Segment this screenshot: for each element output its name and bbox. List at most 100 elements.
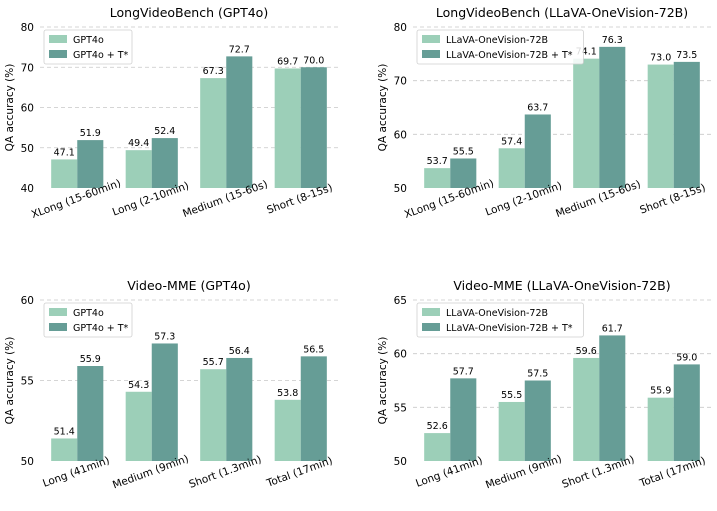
chart-panel-2: LongVideoBench (LLaVA-OneVision-72B) 50 60…: [377, 5, 711, 221]
bar-plus-tstar: [450, 158, 477, 188]
bar-value-label: 51.4: [54, 426, 75, 437]
chart-title: LongVideoBench (LLaVA-OneVision-72B): [436, 5, 688, 20]
y-tick-label: 60: [394, 129, 407, 141]
y-tick-label: 70: [21, 62, 34, 74]
bar-value-label: 55.9: [650, 386, 671, 397]
bar-value-label: 73.0: [650, 53, 671, 64]
legend-entry: LLaVA-OneVision-72B: [446, 308, 548, 319]
bar-base: [51, 438, 78, 461]
bar-base: [200, 369, 227, 461]
legend-frame: [416, 302, 584, 338]
bar-base: [498, 148, 525, 188]
y-tick-label: 60: [394, 349, 407, 361]
chart-panel-3: Video-MME (GPT4o) 50 55 60 QA accuracy (%) 51…: [4, 278, 338, 491]
bar-plus-tstar: [226, 357, 253, 461]
legend-entry: GPT4o + T*: [73, 50, 129, 61]
bar-value-label: 69.7: [277, 56, 298, 67]
bar-value-label: 57.7: [453, 366, 474, 377]
bar-base: [573, 58, 600, 189]
y-tick-label: 65: [394, 295, 407, 307]
bar-value-label: 52.4: [154, 126, 175, 137]
y-tick-label: 55: [21, 376, 34, 388]
bar-plus-tstar: [599, 335, 626, 461]
bar-plus-tstar: [151, 138, 178, 188]
chart-title: LongVideoBench (GPT4o): [110, 5, 268, 20]
bar-value-label: 59.6: [576, 346, 597, 357]
bar-base: [424, 168, 451, 188]
y-axis-label: QA accuracy (%): [4, 64, 16, 152]
chart-title: Video-MME (GPT4o): [127, 278, 250, 293]
legend-entry: LLaVA-OneVision-72B + T*: [446, 50, 573, 61]
bar-plus-tstar: [300, 67, 327, 188]
bar-base: [200, 78, 227, 188]
legend: LLaVA-OneVision-72B LLaVA-OneVision-72B +…: [416, 29, 584, 65]
bar-value-label: 49.4: [128, 138, 149, 149]
bar-base: [125, 391, 152, 461]
bar-plus-tstar: [599, 46, 626, 189]
y-tick-label: 70: [394, 76, 407, 88]
bar-value-label: 55.5: [453, 146, 474, 157]
chart-panel-4: Video-MME (LLaVA-OneVision-72B) 50 55 60 65 Q…: [377, 278, 711, 491]
legend-frame: [416, 29, 584, 65]
bar-value-label: 54.3: [128, 380, 149, 391]
y-axis-label: QA accuracy (%): [377, 337, 389, 425]
legend-swatch: [422, 35, 440, 43]
bar-value-label: 57.5: [527, 369, 548, 380]
bar-value-label: 70.0: [303, 55, 324, 66]
legend-swatch: [49, 50, 67, 58]
bar-plus-tstar: [673, 61, 700, 189]
bar-base: [274, 399, 301, 461]
y-tick-label: 80: [394, 22, 407, 34]
legend: GPT4o GPT4o + T*: [43, 302, 133, 338]
bar-value-label: 67.3: [203, 66, 224, 77]
bar-value-label: 59.0: [676, 352, 697, 363]
legend-entry: GPT4o: [73, 308, 104, 319]
bar-base: [274, 68, 301, 188]
bar-base: [424, 433, 451, 461]
bar-value-label: 72.7: [229, 44, 250, 55]
chart-panel-1: LongVideoBench (GPT4o) 40 50 60 70 80 QA accur…: [4, 5, 338, 221]
legend-swatch: [422, 50, 440, 58]
bar-plus-tstar: [524, 114, 551, 188]
bar-value-label: 55.5: [501, 390, 522, 401]
bar-value-label: 53.8: [277, 388, 298, 399]
bar-plus-tstar: [300, 356, 327, 461]
y-tick-label: 55: [394, 402, 407, 414]
legend-swatch: [422, 308, 440, 316]
y-axis-label: QA accuracy (%): [4, 337, 16, 425]
bar-base: [647, 397, 674, 461]
y-tick-label: 50: [394, 456, 407, 468]
bar-value-label: 56.5: [303, 344, 324, 355]
legend-entry: GPT4o: [73, 35, 104, 46]
bar-plus-tstar: [151, 343, 178, 461]
y-tick-label: 50: [394, 183, 407, 195]
y-tick-label: 60: [21, 103, 34, 115]
legend-swatch: [49, 308, 67, 316]
bar-base: [125, 150, 152, 188]
bar-value-label: 55.7: [203, 357, 224, 368]
bar-base: [647, 64, 674, 188]
bar-value-label: 76.3: [602, 35, 623, 46]
bar-value-label: 61.7: [602, 323, 623, 334]
bar-base: [498, 401, 525, 461]
bar-base: [51, 159, 78, 188]
y-tick-label: 50: [21, 143, 34, 155]
legend-swatch: [49, 35, 67, 43]
bar-plus-tstar: [673, 364, 700, 461]
bar-value-label: 52.6: [427, 421, 448, 432]
bar-plus-tstar: [450, 378, 477, 461]
bar-value-label: 56.4: [229, 346, 250, 357]
legend-entry: LLaVA-OneVision-72B + T*: [446, 323, 573, 334]
bar-plus-tstar: [77, 366, 104, 461]
bar-value-label: 63.7: [527, 102, 548, 113]
bar-plus-tstar: [77, 140, 104, 188]
legend-entry: GPT4o + T*: [73, 323, 129, 334]
bar-value-label: 55.9: [80, 354, 101, 365]
bar-value-label: 74.1: [576, 47, 597, 58]
legend: GPT4o GPT4o + T*: [43, 29, 133, 65]
legend-swatch: [49, 323, 67, 331]
y-tick-label: 80: [21, 22, 34, 34]
legend: LLaVA-OneVision-72B LLaVA-OneVision-72B +…: [416, 302, 584, 338]
bar-plus-tstar: [226, 56, 253, 188]
